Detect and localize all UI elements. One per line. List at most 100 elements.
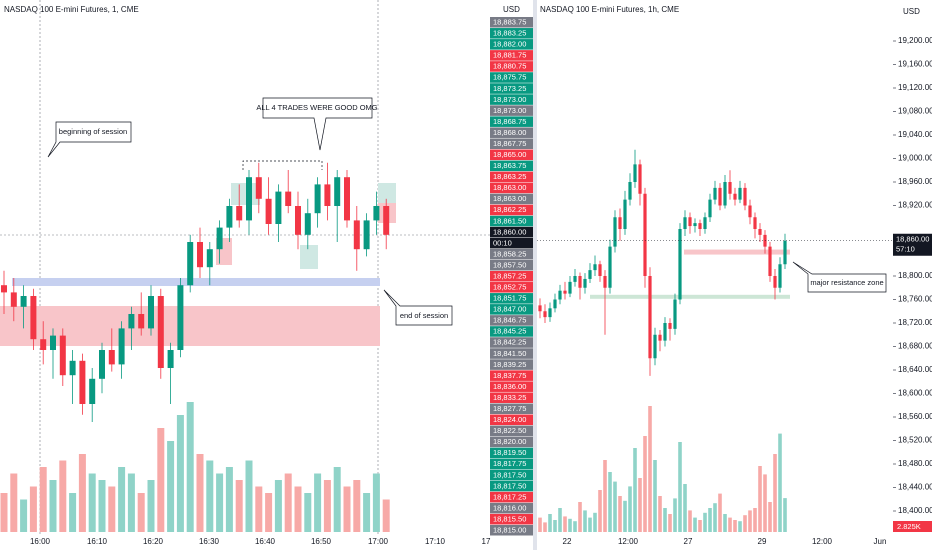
- candle-body: [69, 360, 76, 376]
- y-tick-label: 18,440.00: [898, 483, 932, 492]
- price-tag-label: 18,824.00: [493, 415, 526, 424]
- price-tag-label: 18,841.50: [493, 349, 526, 358]
- price-tag: [490, 392, 533, 403]
- volume-bar: [216, 473, 224, 532]
- candle-body: [324, 184, 331, 206]
- candle-body: [768, 246, 772, 276]
- candle-body: [236, 206, 243, 221]
- candle-body: [148, 296, 154, 329]
- axis-header: [490, 0, 533, 17]
- candle-body: [618, 217, 622, 229]
- volume-bar: [0, 493, 8, 532]
- candle-body: [20, 296, 27, 307]
- volume-bar: [127, 473, 135, 532]
- volume-bar: [206, 460, 214, 532]
- volume-bar: [698, 520, 702, 532]
- price-tag-label: 18,820.00: [493, 437, 526, 446]
- price-tag: [490, 436, 533, 448]
- price-tag: [490, 226, 533, 238]
- price-tag: [490, 105, 533, 116]
- candle-body: [344, 177, 350, 221]
- volume-bar: [372, 473, 380, 532]
- x-tick-label: 17:00: [368, 537, 389, 546]
- pane-title: NASDAQ 100 E-mini Futures, 1h, CME: [540, 5, 679, 14]
- callout: major resistance zone: [792, 261, 887, 293]
- price-tag: [490, 72, 533, 83]
- price-tag-label: 18,833.25: [493, 393, 526, 402]
- callout-box: [383, 289, 453, 326]
- volume-bar: [588, 517, 592, 532]
- price-tag: [490, 248, 533, 260]
- price-tag: [490, 326, 533, 337]
- volume-bar: [613, 481, 617, 532]
- volume-bar: [733, 520, 737, 532]
- candle-body: [748, 205, 752, 218]
- volume-bar: [314, 473, 322, 532]
- volume-bar: [778, 433, 782, 532]
- x-tick-label: 16:50: [311, 537, 332, 546]
- price-tag: [490, 127, 533, 138]
- price-tag: [490, 160, 533, 172]
- price-tag-label: 18,857.25: [493, 271, 526, 280]
- price-tag: [490, 480, 533, 492]
- volume-bar: [196, 454, 204, 532]
- volume-bar: [708, 508, 712, 532]
- price-tag-label: 18,881.75: [493, 51, 526, 60]
- price-tag: [490, 28, 533, 39]
- price-tag-label: 18,861.50: [493, 216, 526, 225]
- volume-bar: [783, 498, 787, 532]
- candle-body: [295, 206, 301, 235]
- volume-bar: [683, 484, 687, 532]
- candle-body: [778, 264, 782, 288]
- price-tag: [490, 502, 533, 514]
- volume-bar: [353, 480, 361, 532]
- candle-body: [698, 223, 702, 229]
- candle-body: [353, 220, 360, 250]
- y-tick-label: 19,080.00: [898, 107, 932, 116]
- volume-bar: [225, 467, 233, 532]
- price-tag: [490, 337, 533, 348]
- volume-bar: [713, 503, 717, 532]
- volume-bar: [563, 516, 567, 532]
- volume-bar: [538, 517, 542, 532]
- price-tag-label: 18,815.50: [493, 514, 526, 523]
- volume-bar: [638, 478, 642, 532]
- candle-body: [118, 328, 125, 365]
- candle-body: [543, 311, 547, 318]
- candle-body: [558, 290, 562, 300]
- currency: USD: [903, 7, 920, 16]
- price-tag-label: 18,882.00: [493, 40, 526, 49]
- price-tag: [893, 233, 932, 256]
- candle-body: [773, 276, 777, 288]
- price-tag: [490, 204, 533, 216]
- y-tick-label: 19,200.00: [898, 36, 932, 45]
- volume-bar: [768, 502, 772, 532]
- volume-bar: [147, 480, 155, 532]
- candle-body: [723, 182, 727, 206]
- volume-bar: [548, 514, 552, 532]
- candle-body: [718, 187, 722, 206]
- callout-text: end of session: [400, 311, 448, 320]
- x-tick-label: 17: [482, 537, 491, 546]
- candle-body: [548, 308, 552, 318]
- volume-bar: [176, 415, 184, 532]
- price-tag: [490, 381, 533, 392]
- volume-tag: [893, 521, 932, 532]
- countdown: 57:10: [896, 245, 915, 254]
- x-tick-label: 16:30: [199, 537, 220, 546]
- volume-bar: [29, 486, 37, 532]
- price-tag: [490, 458, 533, 470]
- volume-bar: [723, 514, 727, 532]
- price-tag-label: 00:10: [493, 238, 512, 247]
- volume-bar: [648, 406, 652, 532]
- volume-bar: [543, 522, 547, 532]
- candle-body: [703, 217, 707, 229]
- price-tag: [490, 315, 533, 326]
- candle-body: [568, 281, 572, 294]
- volume-bar: [323, 480, 331, 532]
- zone: [378, 183, 396, 203]
- candle-body: [673, 299, 677, 329]
- price-tag: [490, 50, 533, 61]
- candle-body: [383, 206, 390, 235]
- candle-body: [246, 177, 252, 221]
